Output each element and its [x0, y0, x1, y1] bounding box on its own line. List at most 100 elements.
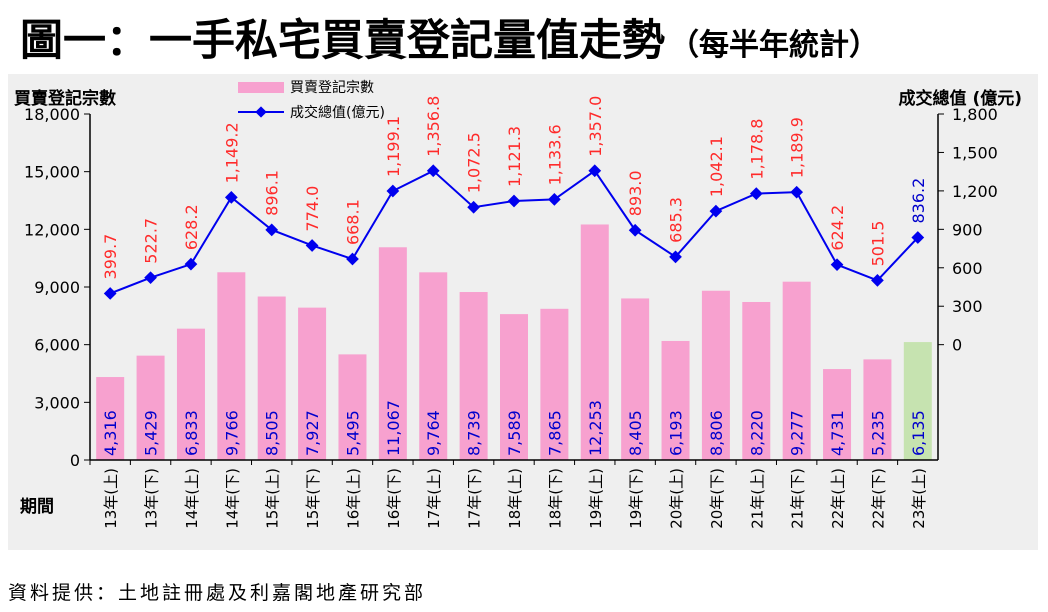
bar-1	[136, 355, 165, 460]
x-tick-label-5: 15年(下)	[304, 468, 322, 529]
bars-layer	[96, 224, 932, 460]
title-subtitle: （每半年統計）	[669, 28, 879, 63]
x-tick-label-16: 21年(上)	[748, 468, 766, 529]
x-tick-label-10: 18年(上)	[506, 468, 524, 529]
line-value-label-5: 774.0	[303, 186, 322, 232]
line-value-label-4: 896.1	[263, 170, 282, 216]
y-axis-title-left: 買賣登記宗數	[14, 88, 116, 109]
x-tick-label-18: 22年(上)	[829, 468, 847, 529]
line-point-18	[830, 258, 844, 272]
bar-value-label-7: 11,067	[384, 400, 403, 456]
x-axis-title: 期間	[20, 497, 54, 517]
bar-value-label-12: 12,253	[586, 400, 605, 456]
line-value-label-9: 1,072.5	[465, 132, 484, 193]
bar-15	[701, 290, 730, 460]
chart-svg: 18,000 15,000 12,000 9,000 6,000 3,000 0 1,800 1…	[14, 79, 1022, 529]
line-point-0	[103, 287, 117, 300]
line-value-label-11: 1,133.6	[545, 124, 564, 185]
line-point-16	[749, 187, 763, 200]
line-point-13	[628, 223, 642, 237]
x-tick-label-4: 15年(上)	[264, 468, 282, 529]
bar-value-label-16: 8,220	[747, 410, 766, 456]
line-point-11	[548, 193, 561, 206]
bar-2	[176, 328, 205, 460]
legend-line-marker	[255, 106, 267, 118]
bar-value-label-11: 7,865	[545, 410, 564, 456]
line-value-label-10: 1,121.3	[505, 126, 524, 187]
line-value-label-14: 685.3	[667, 197, 686, 243]
bar-value-label-6: 5,495	[343, 410, 362, 456]
line-value-label-13: 893.0	[626, 170, 645, 216]
line-point-3	[224, 191, 238, 204]
y-tick-label-right-2: 1,200	[952, 182, 998, 201]
legend-bar-swatch	[238, 82, 284, 93]
y-tick-label-right-4: 600	[952, 259, 983, 278]
bar-value-label-5: 7,927	[303, 410, 322, 456]
bar-9	[459, 292, 488, 460]
line-value-label-12: 1,357.0	[586, 96, 605, 157]
bar-20	[903, 342, 932, 460]
bar-16	[742, 301, 771, 460]
x-tick-label-6: 16年(上)	[344, 468, 362, 529]
bar-4	[257, 296, 286, 460]
x-tick-label-0: 13年(上)	[102, 468, 120, 529]
line-point-17	[790, 185, 804, 199]
bar-value-label-10: 7,589	[505, 410, 524, 456]
line-layer	[103, 164, 925, 300]
line-point-7	[386, 184, 400, 198]
bar-value-label-4: 8,505	[263, 410, 282, 456]
line-value-label-1: 522.7	[142, 218, 161, 264]
line-point-10	[507, 194, 521, 208]
source-credit: 資料提供：土地註冊處及利嘉閣地產研究部	[8, 582, 427, 604]
bar-14	[661, 340, 690, 460]
legend-line-label: 成交總值(億元)	[290, 104, 385, 121]
x-tick-label-7: 16年(下)	[385, 468, 403, 529]
line-point-4	[265, 223, 279, 237]
y-tick-label-left-3: 9,000	[34, 278, 80, 297]
x-tick-label-14: 20年(上)	[668, 468, 686, 529]
x-tick-label-20: 23年(上)	[910, 468, 928, 529]
x-tick-label-9: 17年(下)	[466, 468, 484, 529]
line-point-8	[426, 164, 440, 178]
bar-value-label-0: 4,316	[101, 410, 120, 456]
bar-7	[378, 247, 407, 460]
bar-17	[782, 281, 811, 460]
axes-layer: 18,000 15,000 12,000 9,000 6,000 3,000 0 1,800 1…	[24, 105, 998, 529]
line-value-label-18: 624.2	[828, 205, 847, 251]
bar-value-label-9: 8,739	[465, 410, 484, 456]
bar-13	[621, 298, 650, 460]
line-value-label-0: 399.7	[101, 234, 120, 280]
bar-18	[823, 369, 852, 460]
x-tick-label-1: 13年(下)	[143, 468, 161, 529]
title-main: 圖一：一手私宅買賣登記量值走勢	[20, 16, 665, 66]
bar-value-label-15: 8,806	[707, 410, 726, 456]
bar-10	[500, 314, 528, 460]
x-tick-label-3: 14年(下)	[223, 468, 241, 529]
x-tick-label-17: 21年(下)	[789, 468, 807, 529]
bar-value-label-19: 5,235	[868, 410, 887, 456]
bar-11	[540, 308, 569, 460]
bar-8	[419, 272, 448, 460]
line-value-label-7: 1,199.1	[384, 116, 403, 177]
bar-value-label-17: 9,277	[788, 410, 807, 456]
x-tick-label-13: 19年(下)	[627, 468, 645, 529]
bar-3	[217, 272, 246, 460]
x-tick-label-19: 22年(下)	[869, 468, 887, 529]
bar-6	[338, 354, 367, 460]
legend: 買賣登記宗數 成交總值(億元)	[238, 79, 385, 121]
bar-12	[580, 224, 609, 460]
line-value-label-19: 501.5	[868, 221, 887, 267]
bar-value-label-8: 9,764	[424, 410, 443, 456]
y-tick-label-left-1: 15,000	[24, 163, 80, 182]
x-tick-label-8: 17年(上)	[425, 468, 443, 529]
y-axis-title-right: 成交總值 (億元)	[899, 88, 1022, 109]
x-tick-label-15: 20年(下)	[708, 468, 726, 529]
line-point-12	[588, 164, 602, 178]
bar-value-label-13: 8,405	[626, 410, 645, 456]
bar-19	[863, 359, 892, 460]
y-tick-label-left-4: 6,000	[34, 336, 80, 355]
line-value-label-20: 836.2	[909, 178, 928, 224]
line-value-label-15: 1,042.1	[707, 136, 726, 197]
y-tick-label-left-5: 3,000	[34, 393, 80, 412]
bar-5	[298, 307, 327, 460]
